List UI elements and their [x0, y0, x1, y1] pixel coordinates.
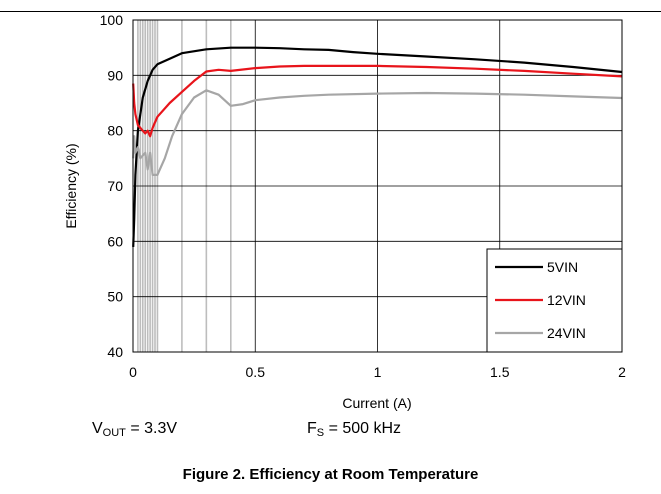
legend-label: 12VIN: [547, 292, 586, 308]
x-tick-label: 2: [618, 364, 626, 380]
series-lines: [132, 46, 623, 247]
legend: 5VIN 12VIN 24VIN: [486, 248, 623, 353]
legend-label: 5VIN: [547, 259, 578, 275]
plot-frame: [132, 19, 623, 353]
y-tick-labels: 40 50 60 70 80 90 100: [100, 12, 124, 360]
efficiency-chart: 0 0.5 1 1.5 2 40 50 60 70 80 90 100 Current (A) Ef…: [63, 12, 626, 411]
x-tick-labels: 0 0.5 1 1.5 2: [129, 364, 626, 380]
series-line-24vin: [132, 89, 623, 176]
series-line-12vin: [132, 64, 623, 138]
x-tick-label: 1: [374, 364, 382, 380]
legend-label: 24VIN: [547, 325, 586, 341]
y-tick-label: 70: [107, 178, 123, 194]
y-tick-label: 50: [107, 289, 123, 305]
top-rule: [0, 11, 661, 12]
vout-prefix: V: [92, 420, 103, 437]
y-tick-label: 40: [107, 344, 123, 360]
fs-value: = 500 kHz: [324, 420, 402, 437]
y-axis-label: Efficiency (%): [63, 143, 79, 228]
x-tick-label: 0.5: [246, 364, 266, 380]
y-tick-label: 80: [107, 123, 123, 139]
vout-condition: VOUT = 3.3V: [92, 420, 177, 439]
major-gridlines: [133, 20, 622, 352]
x-tick-label: 1.5: [490, 364, 510, 380]
fs-prefix: F: [307, 420, 317, 437]
vout-subscript: OUT: [102, 427, 126, 439]
fs-condition: FS = 500 kHz: [307, 420, 401, 439]
series-line-5vin: [132, 46, 623, 247]
figure-caption: Figure 2. Efficiency at Room Temperature: [182, 466, 479, 483]
fs-subscript: S: [316, 427, 325, 439]
y-tick-label: 60: [107, 233, 123, 249]
y-tick-label: 90: [107, 67, 123, 83]
y-tick-label: 100: [100, 12, 124, 28]
x-tick-label: 0: [129, 364, 137, 380]
vout-value: = 3.3V: [125, 420, 178, 437]
x-axis-label: Current (A): [342, 395, 411, 411]
